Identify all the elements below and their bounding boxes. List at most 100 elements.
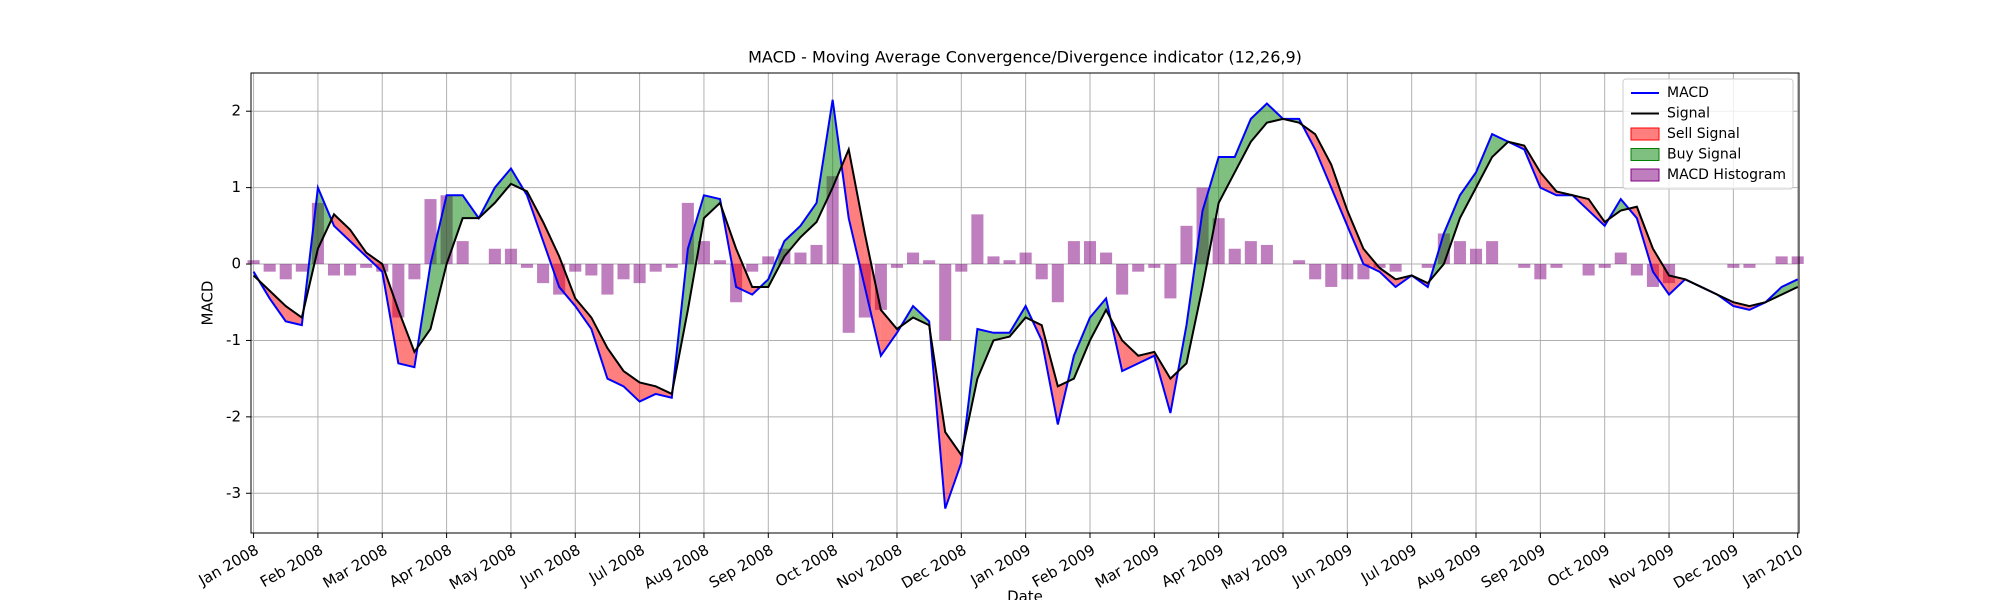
sell-fill — [864, 233, 881, 356]
histogram-bar — [697, 241, 710, 265]
histogram-bar — [1035, 264, 1048, 280]
buy-fill — [1073, 317, 1090, 379]
x-tick-label: Jul 2009 — [1357, 541, 1420, 588]
histogram-bar — [633, 264, 646, 284]
histogram-bar — [1421, 264, 1434, 268]
histogram-bar — [1582, 264, 1595, 276]
buy-fill — [1234, 118, 1251, 173]
histogram-bar — [1325, 264, 1338, 287]
histogram-bar — [408, 264, 421, 280]
legend-label: Buy Signal — [1667, 147, 1741, 163]
buy-fill — [1459, 172, 1477, 219]
histogram-bar — [520, 264, 534, 268]
histogram-bar — [1132, 264, 1145, 272]
x-tick-label: Nov 2009 — [1606, 541, 1678, 593]
histogram-bar — [1212, 218, 1225, 265]
buy-fill — [1218, 157, 1235, 203]
buy-fill — [703, 195, 721, 219]
histogram-bar — [810, 244, 823, 265]
x-tick-label: Apr 2009 — [1158, 541, 1227, 591]
plot-frame — [250, 72, 1800, 534]
sell-fill — [398, 309, 415, 368]
histogram-bar — [1518, 264, 1531, 268]
histogram-bar — [1164, 264, 1177, 299]
histogram-bar — [1534, 264, 1547, 280]
y-tick-label: -3 — [226, 484, 241, 502]
histogram-bar — [794, 252, 807, 265]
histogram-bar — [746, 264, 759, 272]
sell-fill — [1315, 134, 1332, 188]
histogram-bar — [1550, 264, 1563, 268]
y-tick-label: 0 — [231, 255, 241, 273]
buy-fill — [446, 195, 463, 265]
histogram-bar — [1051, 264, 1064, 303]
x-tick-label: Apr 2008 — [386, 541, 455, 591]
histogram-bar — [1775, 256, 1788, 265]
histogram-bar — [1453, 241, 1466, 265]
y-tick-label: -1 — [226, 331, 241, 349]
sell-fill — [269, 290, 286, 322]
histogram-bar — [1309, 264, 1322, 280]
legend-label: MACD Histogram — [1667, 167, 1786, 183]
histogram-bar — [665, 264, 678, 268]
x-tick-label: Aug 2008 — [641, 541, 713, 593]
sell-fill — [945, 432, 962, 509]
histogram-bar — [537, 264, 550, 284]
x-tick-label: Dec 2008 — [898, 541, 969, 593]
histogram-bar — [1486, 241, 1499, 265]
histogram-bar — [1598, 264, 1611, 268]
chart-title: MACD - Moving Average Convergence/Diverg… — [748, 48, 1302, 67]
sell-fill — [333, 214, 351, 242]
histogram-bar — [923, 260, 936, 265]
histogram-bar — [939, 264, 952, 341]
y-axis-label: MACD — [199, 281, 217, 326]
histogram-bar — [504, 248, 517, 265]
x-tick-label: Jun 2009 — [1288, 541, 1355, 590]
histogram-bar — [360, 264, 373, 268]
histogram-bar — [1373, 264, 1386, 268]
sell-fill — [848, 149, 865, 287]
histogram-bar — [1389, 264, 1402, 272]
histogram-bar — [1743, 264, 1756, 268]
histogram-bar — [263, 264, 276, 272]
legend-label: Sell Signal — [1667, 126, 1740, 142]
histogram-bar — [617, 264, 630, 280]
legend-label: MACD — [1667, 85, 1709, 101]
histogram-bar — [907, 252, 920, 265]
buy-fill — [784, 225, 801, 257]
histogram-bar — [971, 214, 984, 265]
histogram-bar — [1180, 225, 1193, 265]
histogram-bar — [1116, 264, 1129, 295]
x-tick-label: Feb 2009 — [1029, 541, 1098, 591]
sell-fill — [543, 222, 560, 287]
x-tick-label: Sep 2008 — [706, 541, 777, 592]
sell-fill — [1331, 164, 1348, 226]
sell-fill — [880, 309, 897, 356]
series-line — [252, 117, 1799, 458]
histogram-bar — [714, 260, 727, 265]
legend-patch — [1630, 127, 1660, 141]
sell-fill — [607, 348, 624, 387]
x-tick-label: Mar 2008 — [320, 541, 391, 592]
histogram-bar — [1630, 264, 1643, 276]
histogram-bar — [327, 264, 341, 276]
series-line — [252, 99, 1799, 509]
legend-label: Signal — [1667, 106, 1710, 122]
sell-fill — [639, 382, 656, 402]
sell-fill — [575, 298, 592, 329]
histogram-bar — [601, 264, 614, 295]
histogram-bar — [247, 260, 260, 265]
histogram-bar — [456, 241, 469, 265]
x-tick-label: Sep 2009 — [1478, 541, 1549, 592]
x-tick-label: Aug 2009 — [1413, 541, 1485, 593]
histogram-bar — [1727, 264, 1740, 268]
buy-fill — [1443, 195, 1460, 265]
buy-fill — [1186, 210, 1203, 364]
histogram-bar — [279, 264, 292, 280]
histogram-bar — [1614, 252, 1627, 265]
x-tick-label: Jul 2008 — [585, 541, 648, 588]
histogram-bar — [585, 264, 598, 276]
sell-fill — [285, 306, 302, 326]
histogram-bar — [1293, 260, 1306, 265]
